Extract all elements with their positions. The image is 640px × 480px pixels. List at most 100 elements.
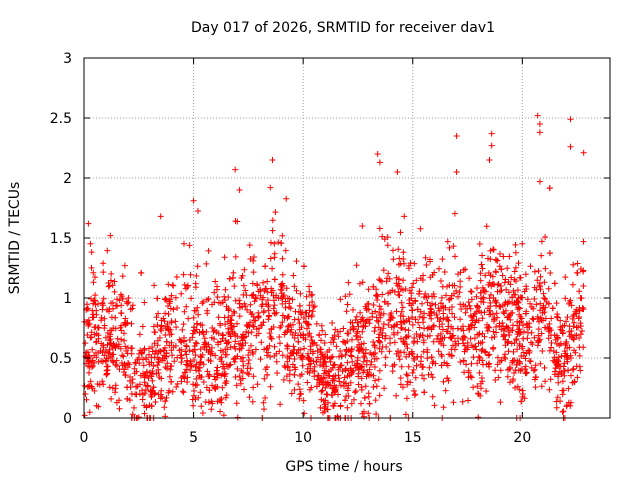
data-point [223, 392, 230, 399]
data-point [151, 390, 158, 397]
data-point [206, 387, 213, 394]
data-point [541, 295, 548, 301]
data-point [149, 377, 156, 384]
data-point [82, 340, 89, 347]
data-point [454, 325, 461, 332]
data-point [527, 263, 534, 270]
data-point [137, 372, 144, 379]
data-point [450, 399, 457, 406]
data-point [180, 373, 187, 380]
data-point [340, 325, 347, 332]
data-point [150, 323, 157, 330]
data-point [104, 330, 111, 336]
data-point [300, 397, 307, 404]
data-point [502, 336, 509, 343]
data-point [189, 396, 196, 403]
data-point [384, 300, 391, 307]
data-point [205, 247, 212, 254]
data-point [566, 299, 573, 306]
data-point [356, 280, 363, 287]
data-point [279, 352, 286, 359]
data-point [267, 239, 274, 246]
data-point [380, 321, 387, 327]
data-point [567, 116, 574, 123]
data-point [183, 351, 190, 358]
data-point [343, 346, 350, 353]
data-point [483, 223, 490, 230]
data-point [478, 309, 485, 316]
data-point [394, 169, 401, 175]
y-tick-labels: 0 0.5 1 1.5 2 2.5 3 [50, 51, 72, 427]
data-point [141, 299, 148, 306]
data-point [488, 130, 495, 137]
data-point [360, 369, 367, 376]
data-point [291, 371, 298, 378]
data-point [333, 343, 340, 350]
data-point [546, 386, 553, 393]
data-point [573, 363, 580, 370]
data-point [123, 347, 130, 354]
data-point [542, 378, 549, 385]
data-point [114, 303, 121, 310]
data-point [518, 318, 525, 325]
data-point [168, 292, 175, 299]
data-point [244, 365, 251, 372]
data-point [180, 389, 187, 396]
data-point [413, 331, 420, 337]
data-point [239, 303, 246, 310]
data-point [195, 311, 202, 318]
data-point [532, 362, 539, 369]
data-point [550, 357, 557, 364]
data-point [93, 311, 100, 318]
data-point [236, 313, 243, 320]
data-point [465, 299, 472, 306]
data-point [174, 305, 181, 311]
data-point [318, 337, 324, 344]
data-point [247, 301, 254, 308]
data-point [523, 350, 530, 357]
data-point [257, 356, 264, 363]
data-point [208, 406, 215, 413]
data-point [291, 316, 298, 323]
data-point [132, 391, 139, 398]
data-point [494, 257, 501, 264]
data-point [514, 383, 521, 390]
data-point [462, 266, 469, 273]
data-point [344, 404, 351, 411]
data-point [569, 379, 576, 386]
data-point [82, 391, 89, 397]
data-point [330, 373, 337, 380]
data-point [523, 369, 530, 376]
data-point [110, 341, 117, 347]
data-point [276, 348, 283, 355]
data-point [166, 342, 173, 349]
data-point [394, 329, 401, 336]
data-point [112, 314, 119, 321]
data-point [155, 358, 162, 365]
data-point [349, 336, 355, 343]
data-point [478, 385, 484, 392]
data-point [342, 367, 349, 373]
data-point [570, 261, 577, 268]
data-point [192, 363, 199, 370]
data-point [554, 394, 561, 401]
data-point [272, 310, 279, 317]
data-point [102, 334, 109, 341]
data-point [380, 325, 387, 332]
data-point [557, 324, 564, 331]
data-point [196, 364, 203, 371]
data-point [467, 305, 474, 312]
data-point [205, 399, 212, 406]
data-point [403, 317, 410, 324]
data-point [435, 348, 442, 355]
data-point [370, 283, 377, 290]
data-point [382, 332, 389, 339]
data-point [208, 334, 215, 341]
data-point [359, 410, 366, 417]
data-point [389, 368, 396, 375]
data-point [429, 374, 436, 381]
data-point [492, 367, 499, 374]
data-point [305, 313, 312, 320]
data-point [311, 303, 318, 310]
data-point [353, 313, 360, 320]
